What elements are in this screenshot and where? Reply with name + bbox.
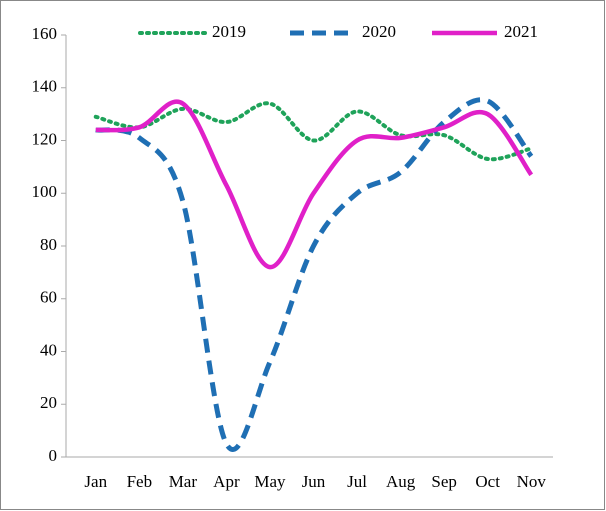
y-tick-label: 100 — [32, 182, 58, 201]
x-tick-label: Aug — [386, 472, 416, 491]
y-tick-label: 40 — [40, 340, 57, 359]
x-tick-label: Jan — [84, 472, 107, 491]
y-tick-label: 80 — [40, 235, 57, 254]
y-tick-label: 160 — [32, 24, 58, 43]
x-tick-label: May — [254, 472, 286, 491]
x-tick-label: Jun — [302, 472, 326, 491]
legend-label: 2020 — [362, 22, 396, 41]
legend-label: 2019 — [212, 22, 246, 41]
series-line — [95, 97, 534, 452]
x-tick-label: Jul — [347, 472, 367, 491]
x-tick-label: Oct — [475, 472, 500, 491]
y-tick-label: 60 — [40, 288, 57, 307]
y-tick-label: 120 — [32, 129, 58, 148]
x-tick-label: Nov — [517, 472, 547, 491]
series-line — [95, 99, 534, 270]
y-tick-label: 0 — [49, 446, 58, 465]
y-tick-label: 140 — [32, 77, 58, 96]
legend-label: 2021 — [504, 22, 538, 41]
x-tick-label: Mar — [169, 472, 198, 491]
x-tick-label: Feb — [127, 472, 153, 491]
x-tick-label: Sep — [431, 472, 457, 491]
y-tick-label: 20 — [40, 393, 57, 412]
series-line — [93, 101, 534, 162]
x-tick-label: Apr — [213, 472, 240, 491]
